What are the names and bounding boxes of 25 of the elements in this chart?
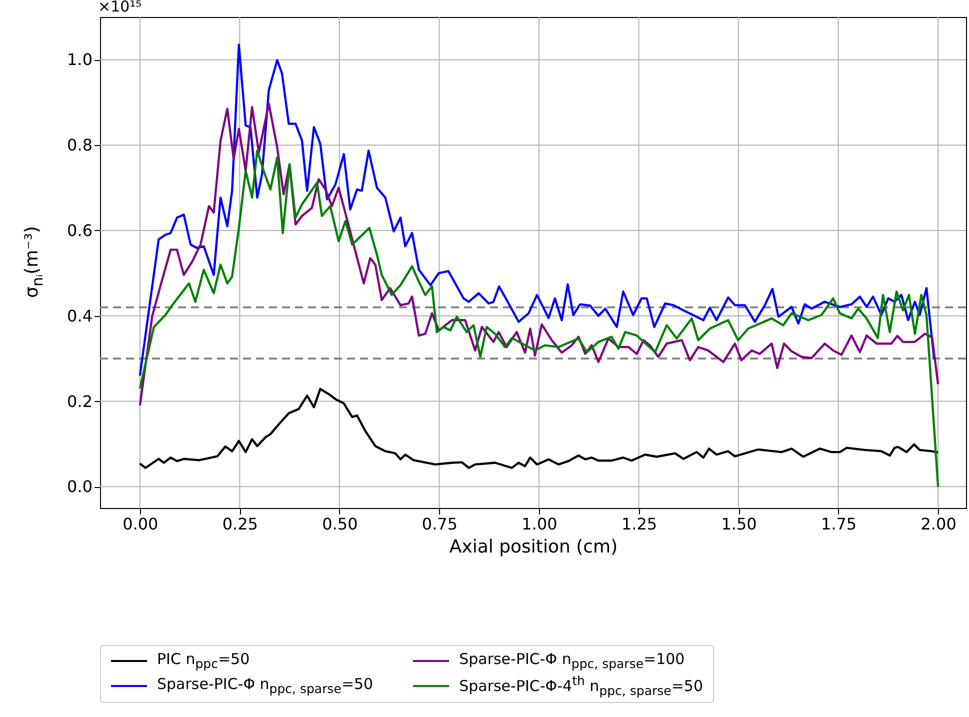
x-tick-label: 1.75 (820, 514, 857, 534)
x-tick-label: 0.00 (122, 514, 158, 534)
x-tick-label: 1.50 (721, 514, 757, 534)
y-tick-label: 0.6 (67, 220, 92, 240)
text: ×10¹⁵ (98, 0, 142, 16)
x-tick-label: 0.25 (222, 514, 258, 534)
legend-label: Sparse-PIC-Φ-4$^{th}$ n$_{ppc, sparse}$=50 (459, 673, 703, 698)
legend-label: PIC n$_{ppc}$=50 (157, 650, 250, 671)
line-series (138, 388, 940, 469)
x-tick-label: 1.25 (621, 514, 658, 534)
y-tick-label: 1.0 (67, 50, 92, 70)
legend-label: Sparse-PIC-Φ n$_{ppc, sparse}$=100 (459, 650, 685, 671)
x-tick-label: 0.50 (322, 514, 358, 534)
y-tick-label: 0.2 (67, 392, 92, 411)
x-tick-label: 2.00 (920, 514, 956, 534)
y-tick-label: 0.4 (67, 306, 92, 326)
y-tick-label: 0.0 (67, 477, 92, 496)
x-tick-label: 1.00 (522, 514, 558, 534)
x-axis-title: Axial position (cm) (449, 536, 618, 558)
line-series (138, 44, 936, 377)
y-tick-label: 0.8 (67, 136, 92, 155)
line-series (138, 150, 940, 488)
legend-label: Sparse-PIC-Φ n$_{ppc, sparse}$=50 (157, 675, 374, 696)
line-series (138, 102, 940, 407)
x-tick-label: 0.75 (422, 514, 458, 534)
